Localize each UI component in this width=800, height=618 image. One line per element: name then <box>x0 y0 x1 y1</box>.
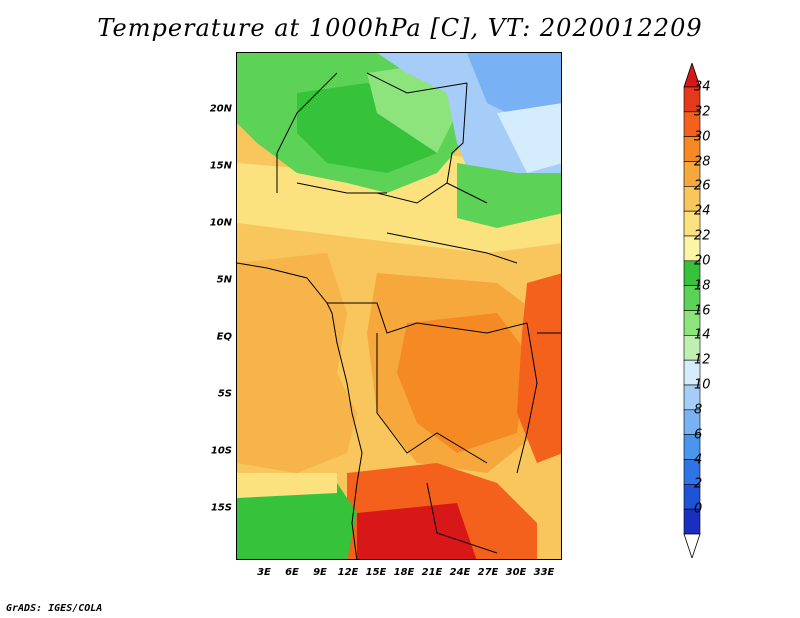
lon-label-27e: 27E <box>477 567 499 578</box>
lat-label-10s: 10S <box>210 445 232 457</box>
colorbar <box>683 63 701 558</box>
colorbar-label: 2 <box>694 476 703 492</box>
lon-label-6e: 6E <box>285 567 299 578</box>
colorbar-label: 6 <box>694 427 703 443</box>
colorbar-cells <box>683 63 701 558</box>
lon-label-21e: 21E <box>421 567 443 578</box>
lon-label-3e: 3E <box>257 567 271 578</box>
colorbar-label: 24 <box>694 203 711 219</box>
grads-credit: GrADS: IGES/COLA <box>6 603 103 614</box>
field-east-green <box>457 163 561 228</box>
lon-label-15e: 15E <box>365 567 387 578</box>
lat-label-20n: 20N <box>209 103 232 115</box>
colorbar-label: 10 <box>694 377 711 393</box>
field-south-green <box>237 483 357 559</box>
lon-label-24e: 24E <box>449 567 471 578</box>
field-south-pale <box>237 473 337 498</box>
borders <box>237 72 561 559</box>
temperature-map <box>236 52 562 560</box>
colorbar-label: 26 <box>694 178 711 194</box>
field-east-hot <box>517 273 561 463</box>
colorbar-label: 12 <box>694 352 711 368</box>
colorbar-label: 30 <box>694 129 711 145</box>
colorbar-bottom-triangle <box>683 533 701 558</box>
field-south-hottest <box>357 503 477 559</box>
lon-label-12e: 12E <box>337 567 359 578</box>
lat-label-5n: 5N <box>216 274 232 286</box>
colorbar-label: 4 <box>694 452 703 467</box>
map-title: Temperature at 1000hPa [C], VT: 20200122… <box>97 14 703 42</box>
colorbar-label: 32 <box>694 104 711 120</box>
colorbar-label: 28 <box>694 154 711 169</box>
colorbar-label: 20 <box>694 253 711 269</box>
lat-label-eq: EQ <box>216 331 232 343</box>
lat-label-15n: 15N <box>209 160 232 172</box>
field-northeast-pale <box>497 103 561 173</box>
colorbar-label: 18 <box>694 278 711 294</box>
colorbar-label: 16 <box>694 303 711 318</box>
colorbar-label: 22 <box>694 228 711 244</box>
lat-label-15s: 15S <box>210 502 232 514</box>
colorbar-label: 14 <box>694 327 711 343</box>
field-central-warm <box>397 313 527 453</box>
lon-label-9e: 9E <box>313 567 327 578</box>
lat-label-10n: 10N <box>209 217 232 229</box>
temperature-field <box>237 53 561 559</box>
field-northeast-blue <box>467 53 561 123</box>
lat-label-5s: 5S <box>217 388 232 400</box>
lon-label-30e: 30E <box>505 567 527 578</box>
field-atlantic <box>237 253 357 473</box>
colorbar-label: 0 <box>694 501 703 517</box>
colorbar-label: 8 <box>694 402 703 418</box>
lon-label-33e: 33E <box>533 567 555 578</box>
lon-label-18e: 18E <box>393 567 415 578</box>
colorbar-label: 34 <box>694 79 711 95</box>
